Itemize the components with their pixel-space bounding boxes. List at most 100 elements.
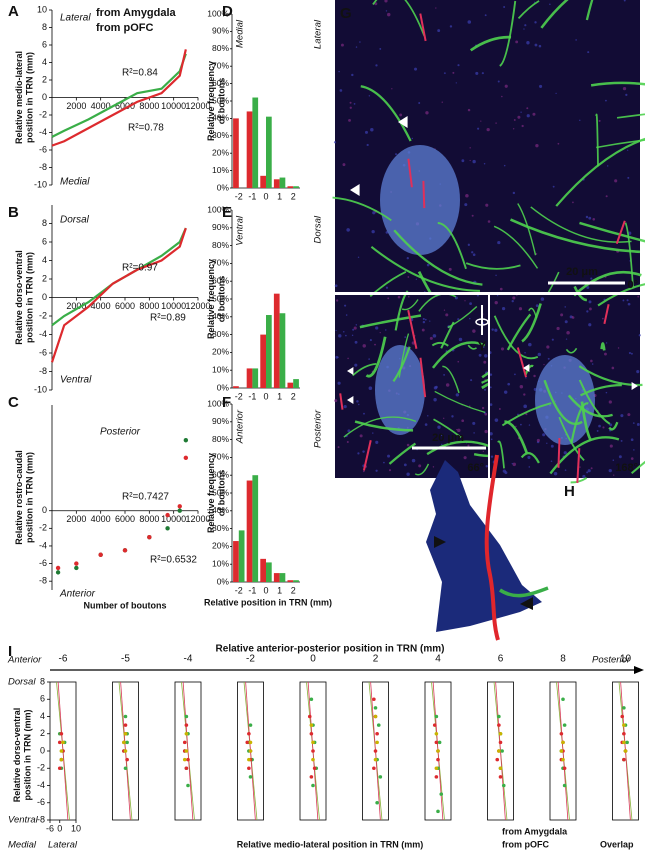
speckle [362, 470, 365, 473]
bar [273, 179, 280, 188]
speckle [387, 297, 390, 300]
fiber [573, 270, 642, 297]
speckle [547, 357, 550, 360]
bar [233, 541, 239, 582]
speckle [472, 159, 476, 164]
speckle [489, 432, 493, 436]
speckle [435, 7, 437, 9]
speckle [333, 141, 337, 144]
point [436, 809, 440, 814]
y-tick-label: 8 [42, 22, 47, 32]
y-tick-label: 6 [42, 236, 47, 246]
speckle [463, 456, 467, 460]
point [55, 570, 61, 575]
speckle [353, 102, 356, 105]
point [376, 723, 381, 727]
fiber [565, 347, 578, 354]
point [311, 783, 315, 788]
speckle [399, 113, 403, 117]
point [561, 757, 565, 762]
annotation: Medial [235, 19, 246, 48]
fiber [365, 336, 387, 378]
red-fiber [362, 440, 372, 471]
fiber [497, 440, 505, 469]
y-tick-label: 0 [40, 745, 45, 755]
panel-letter: A [8, 3, 19, 20]
speckle [469, 302, 472, 306]
speckle [552, 185, 555, 188]
scale-label: 20 μm [566, 266, 598, 278]
speckle [338, 70, 340, 73]
speckle [608, 400, 612, 404]
speckle [356, 400, 359, 403]
fiber [414, 463, 430, 476]
speckle [569, 315, 573, 319]
speckle [564, 469, 567, 471]
speckle [379, 47, 382, 50]
fiber [469, 35, 512, 52]
panel-frame [299, 681, 327, 821]
legend-entry: from Amygdala [96, 7, 177, 19]
x-tick-label: -2 [235, 585, 243, 595]
speckle [337, 356, 339, 358]
fiber [549, 436, 620, 475]
point [559, 731, 564, 736]
y-tick-label: 10% [212, 364, 229, 374]
point [378, 775, 383, 779]
bar [279, 313, 286, 388]
speckle [425, 111, 429, 115]
point [434, 740, 439, 745]
point [123, 749, 128, 753]
fiber [465, 262, 521, 270]
speckle [406, 257, 409, 260]
speckle [503, 164, 506, 167]
speckle [415, 278, 417, 280]
series-line [51, 53, 187, 138]
point [309, 775, 314, 779]
point [245, 740, 250, 745]
speckle [500, 347, 505, 351]
speckle [348, 118, 351, 122]
speckle [340, 43, 344, 47]
speckle [486, 127, 490, 132]
speckle [633, 449, 635, 451]
annotation: Lateral [313, 19, 324, 49]
speckle [622, 299, 625, 302]
speckle [592, 218, 596, 221]
panel-letter: H [564, 483, 575, 500]
speckle [418, 464, 422, 468]
speckle [532, 112, 536, 116]
speckle [354, 363, 358, 367]
y-tick-label: 80% [212, 43, 229, 53]
point [372, 766, 376, 771]
speckle [553, 471, 558, 476]
fiber [442, 365, 460, 394]
speckle [586, 285, 590, 289]
point [307, 714, 312, 719]
speckle [368, 95, 371, 97]
speckle [473, 432, 475, 434]
speckle [495, 122, 497, 124]
y-tick-label: -2 [37, 763, 45, 773]
annotation: Ventral [8, 815, 39, 826]
fiber [493, 315, 539, 360]
speckle [630, 352, 633, 355]
speckle [432, 334, 437, 338]
speckle [494, 300, 498, 305]
point [248, 775, 253, 779]
speckle [596, 429, 599, 432]
point [498, 740, 503, 745]
y-tick-label: 70% [212, 60, 229, 70]
point [373, 706, 378, 710]
speckle [483, 388, 487, 391]
point [434, 714, 439, 719]
y-tick-label: 100% [207, 398, 229, 408]
point [183, 455, 189, 461]
bar [273, 573, 280, 582]
speckle [433, 398, 437, 402]
point [177, 504, 182, 509]
speckle [620, 414, 624, 418]
fiber [630, 460, 645, 475]
y-tick-label: 20% [212, 347, 229, 357]
point [57, 766, 62, 771]
